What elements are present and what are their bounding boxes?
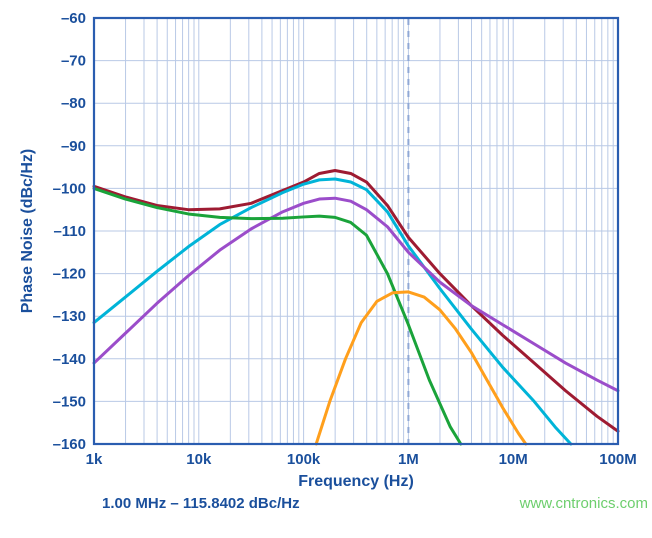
watermark: www.cntronics.com (519, 495, 648, 512)
x-tick-label: 100M (599, 451, 637, 468)
x-tick-label: 1M (398, 451, 419, 468)
x-tick-label: 100k (287, 451, 321, 468)
y-tick-label: –100 (53, 180, 86, 197)
marker-caption: 1.00 MHz – 115.8402 dBc/Hz (102, 495, 300, 512)
y-tick-label: –140 (53, 351, 86, 368)
x-tick-label: 10k (186, 451, 212, 468)
y-tick-label: –160 (53, 436, 86, 453)
y-tick-label: –110 (53, 223, 86, 240)
y-tick-label: –60 (61, 10, 86, 27)
x-tick-label: 1k (86, 451, 103, 468)
y-tick-labels: –60 –70 –80 –90 –100 –110 –120 –130 –140 –150 –160 (53, 10, 86, 453)
y-tick-label: –150 (53, 393, 86, 410)
x-axis-label: Frequency (Hz) (298, 473, 414, 490)
x-tick-labels: 1k 10k 100k 1M 10M 100M (86, 451, 637, 468)
y-tick-label: –80 (61, 95, 86, 112)
y-tick-label: –130 (53, 308, 86, 325)
y-tick-label: –120 (53, 266, 86, 283)
y-axis-label: Phase Noise (dBc/Hz) (19, 149, 36, 313)
x-tick-label: 10M (499, 451, 528, 468)
y-tick-label: –70 (61, 53, 86, 70)
y-tick-label: –90 (61, 138, 86, 155)
